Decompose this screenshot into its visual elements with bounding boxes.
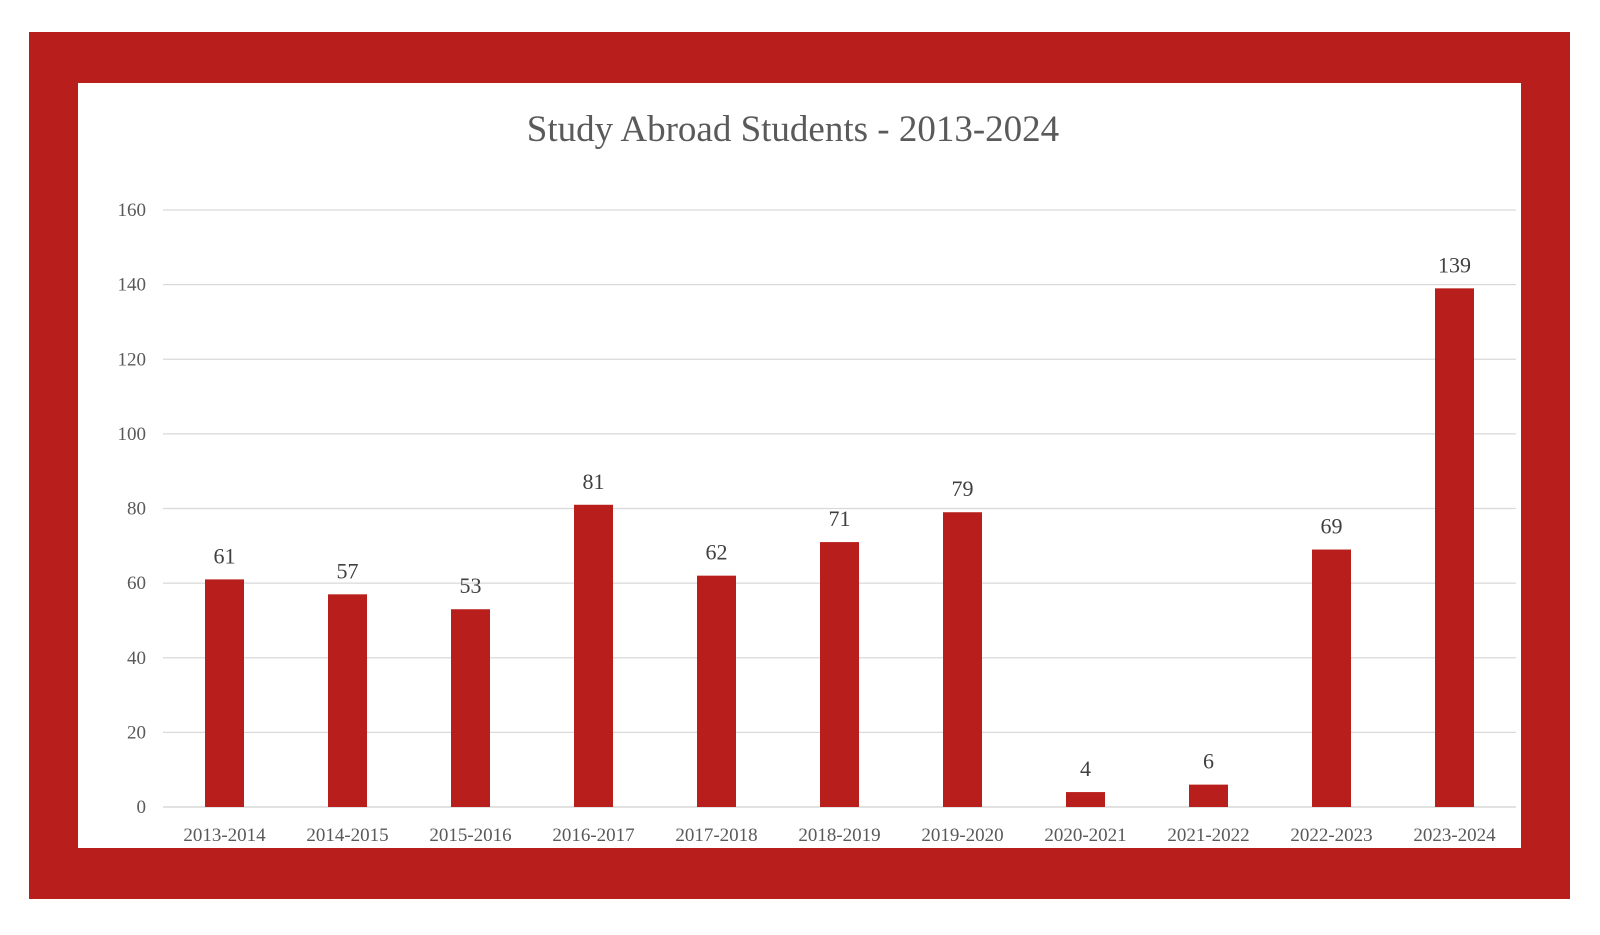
data-label: 69 (1321, 514, 1343, 539)
gridlines (163, 209, 1516, 808)
bar-2020-2021 (1066, 792, 1105, 807)
bar-2018-2019 (820, 542, 859, 807)
bar-2017-2018 (697, 575, 736, 807)
y-tick-label: 100 (118, 424, 147, 445)
data-label: 71 (829, 506, 851, 531)
y-tick-label: 60 (127, 573, 146, 594)
y-axis-ticks: 0 20 40 60 80 100 120 140 160 (118, 200, 147, 818)
x-axis-ticks: 2013-2014 2014-2015 2015-2016 2016-2017 2017… (183, 825, 1496, 846)
x-tick-label: 2016-2017 (552, 825, 634, 846)
x-tick-label: 2017-2018 (675, 825, 757, 846)
x-tick-label: 2021-2022 (1167, 825, 1249, 846)
y-tick-label: 80 (127, 499, 146, 520)
bar-2014-2015 (328, 594, 367, 807)
y-tick-label: 120 (118, 349, 147, 370)
y-tick-label: 140 (118, 275, 147, 296)
data-label: 62 (706, 540, 728, 565)
x-tick-label: 2020-2021 (1044, 825, 1126, 846)
bars (205, 288, 1474, 807)
data-label: 139 (1438, 252, 1471, 277)
data-label: 61 (214, 543, 236, 568)
x-tick-label: 2013-2014 (183, 825, 266, 846)
y-tick-label: 40 (127, 648, 146, 669)
data-labels: 61 57 53 81 62 71 79 4 6 69 139 (214, 252, 1472, 781)
data-label: 79 (952, 476, 974, 501)
bar-2016-2017 (574, 504, 613, 807)
y-tick-label: 0 (137, 797, 147, 818)
bar-2019-2020 (943, 512, 982, 807)
chart-panel: Study Abroad Students - 2013-2024 0 20 40 6… (78, 83, 1521, 848)
chart-title: Study Abroad Students - 2013-2024 (527, 109, 1059, 150)
bar-chart: Study Abroad Students - 2013-2024 0 20 40 6… (118, 109, 1516, 846)
bar-2023-2024 (1435, 288, 1474, 807)
data-label: 81 (583, 469, 605, 494)
x-tick-label: 2018-2019 (798, 825, 880, 846)
data-label: 53 (460, 573, 482, 598)
y-tick-label: 160 (118, 200, 147, 221)
chart-frame: Study Abroad Students - 2013-2024 0 20 40 6… (29, 32, 1570, 899)
bar-2013-2014 (205, 579, 244, 807)
x-tick-label: 2015-2016 (429, 825, 511, 846)
x-tick-label: 2014-2015 (306, 825, 388, 846)
data-label: 57 (337, 558, 359, 583)
data-label: 6 (1203, 749, 1214, 774)
data-label: 4 (1080, 756, 1091, 781)
x-tick-label: 2023-2024 (1413, 825, 1496, 846)
bar-2015-2016 (451, 609, 490, 807)
bar-2021-2022 (1189, 784, 1228, 807)
bar-2022-2023 (1312, 549, 1351, 807)
x-tick-label: 2022-2023 (1290, 825, 1372, 846)
y-tick-label: 20 (127, 722, 146, 743)
x-tick-label: 2019-2020 (921, 825, 1003, 846)
